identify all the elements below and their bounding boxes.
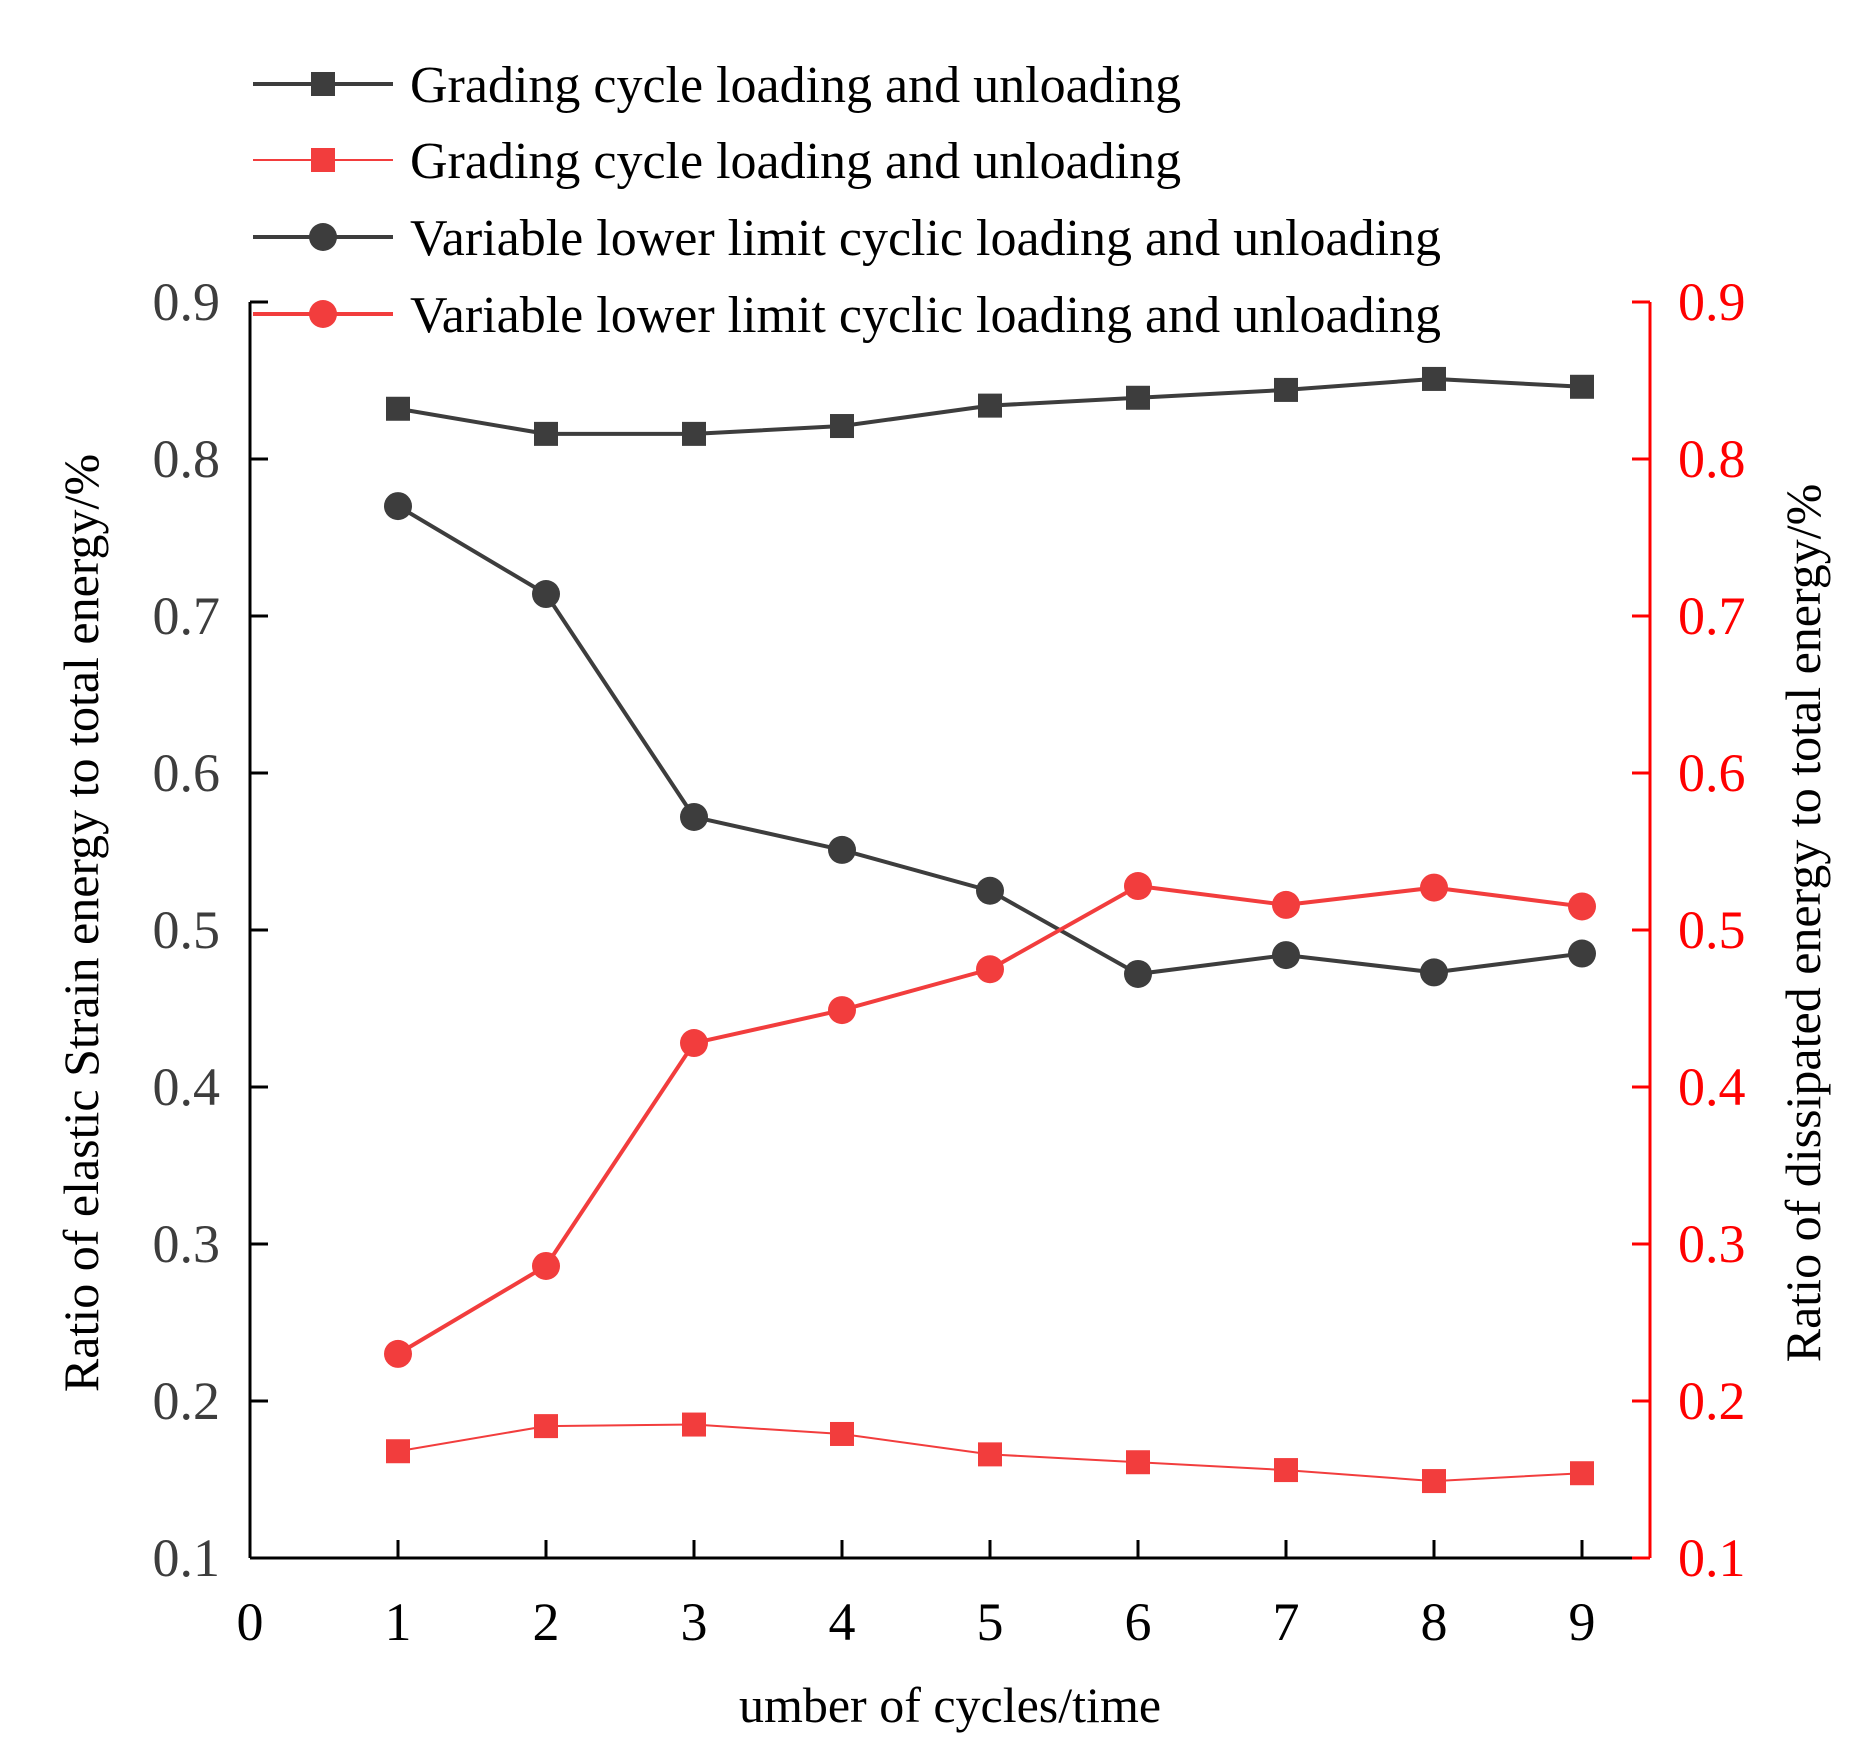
- right-tick-label: 0.6: [1678, 743, 1746, 803]
- plot-markers: [384, 366, 1596, 1494]
- series-2-point: [1274, 1458, 1298, 1483]
- x-tick-label: 9: [1569, 1592, 1596, 1652]
- x-tick-label: 8: [1421, 1592, 1448, 1652]
- right-tick-label: 0.7: [1678, 586, 1746, 646]
- right-tick-label: 0.5: [1678, 900, 1746, 960]
- series-2-point: [534, 1414, 558, 1439]
- right-tick-label: 0.3: [1678, 1214, 1746, 1274]
- left-tick-label: 0.7: [153, 586, 221, 646]
- right-axis-ticks: 0.1 0.2 0.3 0.4 0.5 0.6 0.7 0.8 0.9: [1632, 272, 1746, 1588]
- left-tick-label: 0.6: [153, 743, 221, 803]
- left-tick-label: 0.3: [153, 1214, 221, 1274]
- series-1-point: [1274, 377, 1298, 402]
- series-4-point: [1272, 890, 1300, 919]
- series-3-point: [976, 876, 1004, 905]
- x-tick-label: 1: [385, 1592, 412, 1652]
- series-3-point: [1124, 959, 1152, 988]
- left-tick-label: 0.8: [153, 429, 221, 489]
- legend-item: Grading cycle loading and unloading: [253, 133, 1181, 190]
- legend-item: Variable lower limit cyclic loading and …: [253, 210, 1441, 267]
- legend-label: Variable lower limit cyclic loading and …: [410, 210, 1441, 267]
- right-tick-label: 0.1: [1678, 1528, 1746, 1588]
- left-axis-ticks: 0.1 0.2 0.3 0.4 0.5 0.6 0.7 0.8 0.9: [153, 272, 268, 1588]
- legend-label: Variable lower limit cyclic loading and …: [410, 287, 1441, 344]
- x-tick-label: 3: [681, 1592, 708, 1652]
- x-tick-label: 6: [1125, 1592, 1152, 1652]
- series-2-point: [830, 1421, 854, 1446]
- series-3-point: [1420, 958, 1448, 987]
- x-axis-ticks: 0 1 2 3 4 5 6 7 8 9: [237, 1540, 1596, 1652]
- series-3-point: [1568, 939, 1596, 968]
- series-2-point: [978, 1442, 1002, 1467]
- x-tick-label: 7: [1273, 1592, 1300, 1652]
- right-tick-label: 0.8: [1678, 429, 1746, 489]
- left-tick-label: 0.5: [153, 900, 221, 960]
- left-tick-label: 0.2: [153, 1371, 221, 1431]
- right-tick-label: 0.4: [1678, 1057, 1746, 1117]
- series-3-point: [384, 492, 412, 521]
- series-3-point: [1272, 941, 1300, 970]
- x-axis-title: umber of cycles/time: [739, 1677, 1161, 1733]
- x-tick-label: 5: [977, 1592, 1004, 1652]
- series-4-point: [828, 996, 856, 1025]
- series-1-point: [386, 396, 410, 421]
- legend-marker: [309, 300, 337, 328]
- series-2-point: [1422, 1469, 1446, 1494]
- right-tick-label: 0.2: [1678, 1371, 1746, 1431]
- series-4-point: [1420, 873, 1448, 902]
- series-3-point: [680, 802, 708, 831]
- legend-marker: [309, 223, 337, 251]
- left-tick-label: 0.4: [153, 1057, 221, 1117]
- x-tick-label: 4: [829, 1592, 856, 1652]
- legend-label: Grading cycle loading and unloading: [410, 133, 1181, 190]
- series-4-point: [976, 955, 1004, 984]
- x-tick-label: 0: [237, 1592, 264, 1652]
- series-1-point: [534, 421, 558, 446]
- legend-item: Variable lower limit cyclic loading and …: [253, 287, 1441, 344]
- series-1-point: [1570, 374, 1594, 399]
- series-1-point: [978, 393, 1002, 418]
- series-2-point: [386, 1439, 410, 1464]
- series-1-point: [1126, 385, 1150, 410]
- left-tick-label: 0.1: [153, 1528, 221, 1588]
- series-1-point: [682, 421, 706, 446]
- series-3-point: [828, 835, 856, 864]
- series-2-point: [1570, 1461, 1594, 1486]
- series-2-point: [1126, 1450, 1150, 1475]
- series-2-point: [682, 1412, 706, 1437]
- series-4-point: [680, 1029, 708, 1058]
- legend-item: Grading cycle loading and unloading: [253, 57, 1181, 114]
- series-4-point: [532, 1251, 560, 1280]
- series-1-point: [830, 414, 854, 439]
- series-1-point: [1422, 366, 1446, 391]
- series-3-point: [532, 580, 560, 609]
- legend-marker: [311, 72, 335, 96]
- series-4-point: [1568, 892, 1596, 921]
- series-4-point: [1124, 872, 1152, 901]
- legend-label: Grading cycle loading and unloading: [410, 57, 1181, 114]
- x-tick-label: 2: [533, 1592, 560, 1652]
- series-4-point: [384, 1339, 412, 1368]
- right-tick-label: 0.9: [1678, 272, 1746, 332]
- left-tick-label: 0.9: [153, 272, 221, 332]
- legend-marker: [311, 148, 335, 172]
- legend: Grading cycle loading and unloading Gradi…: [253, 57, 1441, 344]
- left-axis-title: Ratio of elastic Strain energy to total …: [53, 454, 109, 1392]
- right-axis-title: Ratio of dissipated energy to total ener…: [1775, 484, 1831, 1363]
